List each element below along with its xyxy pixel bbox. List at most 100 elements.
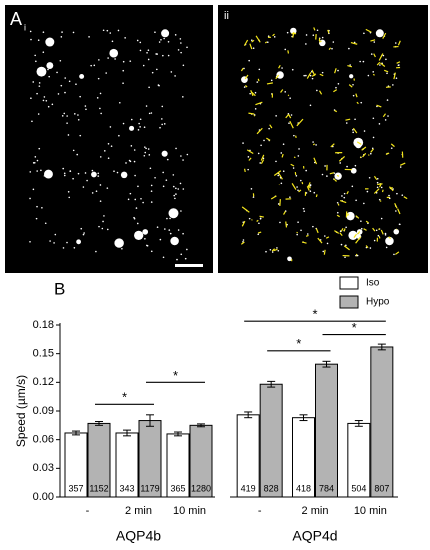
particle [384,119,387,121]
particle [291,68,294,71]
particle [182,64,185,67]
particle [167,54,170,57]
count-label: 784 [319,483,334,493]
particle [312,34,315,36]
track [315,228,319,234]
particle [163,37,165,40]
particle [140,197,142,200]
particle [134,198,137,201]
particle [303,210,306,212]
particle [279,176,282,179]
particle [170,71,173,73]
particle [180,155,182,157]
particle [321,71,324,74]
particle [172,174,175,176]
particle [62,167,65,170]
particle [151,71,154,74]
particle [36,205,38,208]
particle [252,47,255,50]
track [352,127,358,134]
particle [76,153,79,156]
track [273,170,282,176]
panel-label: B [54,279,65,298]
particle [341,195,343,197]
x-tick-label: 10 min [354,505,387,517]
particle [399,166,402,168]
particle [351,185,354,188]
legend-label: Iso [366,278,380,289]
count-label: 504 [351,483,366,493]
track [336,214,340,218]
particle [284,48,287,51]
particle [249,92,251,95]
track [313,157,318,165]
particle [82,186,85,188]
track [319,73,324,77]
particle [147,148,150,150]
particle [392,84,394,86]
particle [348,47,350,50]
track [343,245,350,251]
track [296,118,304,127]
track [266,137,271,141]
particle [287,113,290,115]
particle [352,129,354,131]
particle [91,171,97,178]
particle [84,105,87,107]
track [307,184,311,189]
particle [43,96,46,98]
particle [139,41,142,44]
particle [137,129,140,131]
particle [98,225,100,228]
particle [61,31,63,33]
particle [348,212,350,215]
track [367,154,370,156]
particle [159,238,162,241]
particle [161,29,170,38]
particle [139,118,142,121]
track [381,189,384,193]
particle [337,82,340,85]
particle [150,190,153,192]
track [345,118,351,121]
track [370,39,376,42]
track [325,236,330,239]
particle [281,67,283,69]
panel-label: A [10,9,22,29]
particle [45,37,55,47]
particle [36,92,38,95]
particle [142,201,144,204]
particle [340,243,343,246]
particle [96,97,99,99]
track [278,172,283,180]
particle [128,159,131,162]
significance-label: * [312,307,317,322]
particle [36,66,47,77]
particle [158,41,161,43]
particle [156,68,158,71]
particle [33,162,36,164]
track [333,178,337,182]
particle [305,43,307,45]
particle [379,64,381,66]
particle [121,247,123,250]
particle [77,114,79,116]
particle [97,175,100,177]
particle [377,234,380,237]
y-tick-label: 0.03 [33,462,54,474]
particle [133,217,136,220]
particle [173,194,176,197]
particle [83,232,85,234]
particle [368,176,371,179]
track [248,157,252,161]
particle [313,191,316,194]
particle [103,150,106,152]
particle [280,152,283,154]
track [251,39,255,43]
particle [388,197,391,200]
particle [182,96,184,98]
particle [73,246,76,249]
track [243,39,249,46]
track [339,232,343,236]
particle [47,105,50,108]
